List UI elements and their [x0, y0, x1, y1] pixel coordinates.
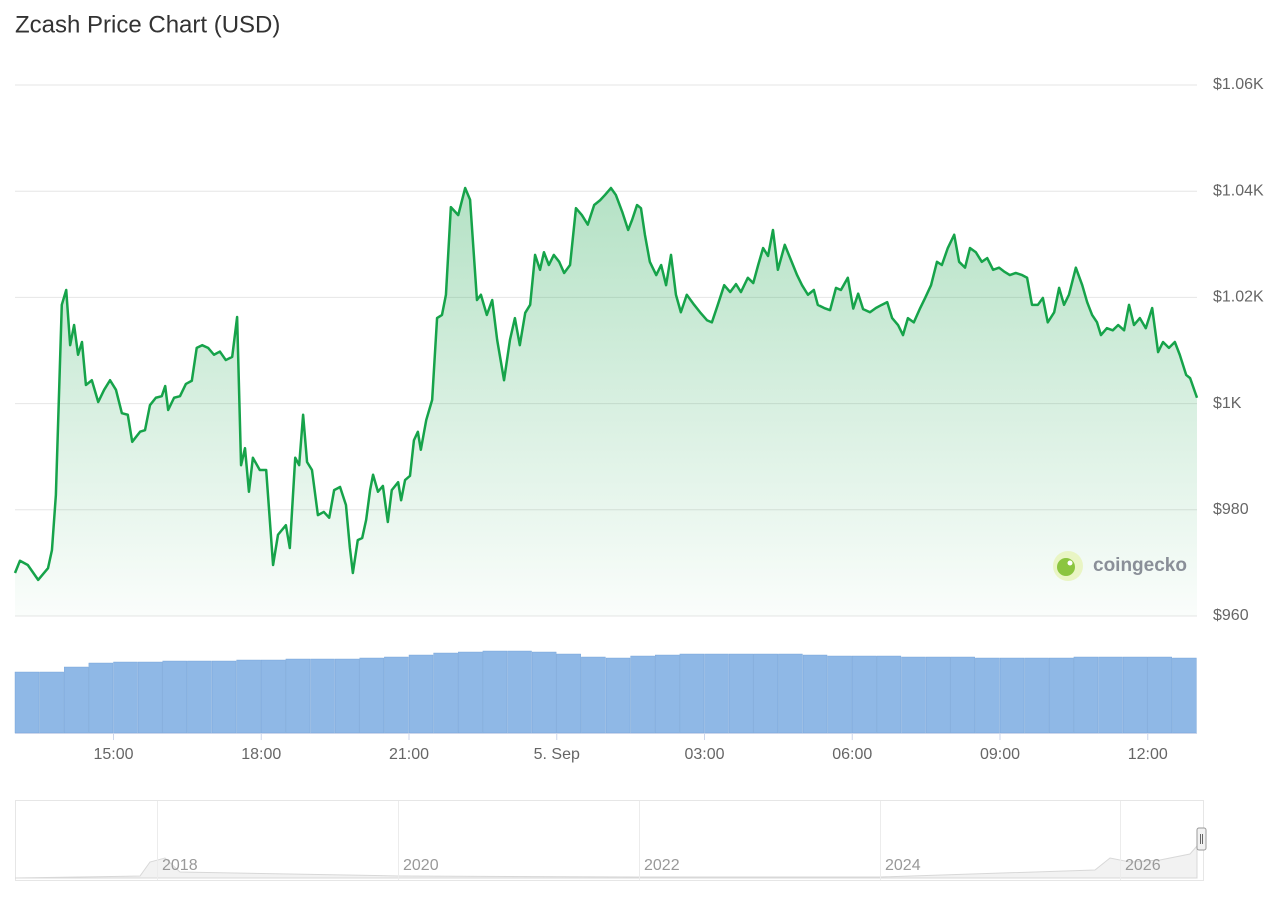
volume-bar	[187, 660, 212, 734]
x-tick-label: 18:00	[241, 746, 281, 763]
volume-bar	[704, 653, 729, 734]
volume-bar	[384, 656, 409, 734]
volume-bar	[137, 661, 163, 734]
y-tick-label: $1.06K	[1213, 76, 1264, 93]
volume-bar	[605, 657, 631, 734]
chart-title: Zcash Price Chart (USD)	[15, 11, 280, 38]
volume-bar	[753, 653, 778, 734]
volume-bar	[334, 658, 360, 734]
x-tick-label: 15:00	[93, 746, 133, 763]
navigator-label: 2018	[162, 857, 198, 874]
volume-bar	[408, 654, 434, 734]
watermark: coingecko	[1053, 551, 1187, 581]
volume-bar	[211, 660, 237, 734]
y-tick-label: $960	[1213, 607, 1249, 624]
volume-bar	[359, 657, 384, 734]
watermark-logo	[1067, 560, 1073, 566]
volume-bar	[531, 651, 557, 734]
volume-bar	[852, 655, 877, 734]
volume-bar	[1122, 656, 1148, 734]
y-tick-label: $980	[1213, 501, 1249, 518]
watermark-logo	[1057, 558, 1075, 576]
volume-bar	[261, 659, 286, 734]
volume-bar	[88, 662, 114, 734]
x-tick-label: 5. Sep	[534, 746, 580, 763]
price-area	[15, 188, 1197, 616]
volume-bar	[655, 654, 680, 734]
volume-bar	[925, 656, 951, 734]
navigator-handle[interactable]	[1196, 827, 1207, 851]
x-tick-label: 03:00	[684, 746, 724, 763]
volume-bar	[556, 653, 581, 734]
price-line	[13, 186, 1199, 582]
navigator: 2018 2020 2022 2024 2026	[14, 800, 1207, 881]
volume-bar	[876, 655, 902, 734]
volume-bar	[1024, 657, 1049, 734]
volume-bar	[827, 655, 852, 734]
volume-bar	[1172, 657, 1197, 734]
y-tick-label: $1.04K	[1213, 182, 1264, 199]
volume-bar	[901, 656, 926, 734]
volume-bar	[433, 652, 458, 734]
volume-bar	[1147, 656, 1172, 734]
x-tick-label: 21:00	[389, 746, 429, 763]
navigator-label: 2022	[644, 857, 680, 874]
volume-bar	[162, 660, 187, 734]
volume-bar	[285, 658, 311, 734]
volume-bar	[975, 657, 1000, 734]
watermark-text: coingecko	[1093, 555, 1187, 576]
volume-bar	[679, 653, 705, 734]
volume-bar	[581, 656, 606, 734]
volume-bar	[1098, 656, 1123, 734]
navigator-label: 2020	[403, 857, 439, 874]
x-tick-label: 12:00	[1128, 746, 1168, 763]
navigator-label: 2026	[1125, 857, 1161, 874]
volume-bar	[950, 656, 975, 734]
volume-bar	[999, 657, 1025, 734]
volume-bar	[310, 658, 335, 734]
navigator-label: 2024	[885, 857, 921, 874]
volume-bar	[236, 659, 261, 734]
volume-bar	[802, 654, 828, 734]
volume-bar	[113, 661, 138, 734]
volume-bar	[14, 671, 40, 734]
volume-bar	[39, 671, 64, 734]
volume-bar	[507, 650, 532, 734]
volume-bar	[778, 653, 803, 734]
y-tick-label: $1.02K	[1213, 289, 1264, 306]
volume-bar	[1073, 656, 1099, 734]
volume-bar	[482, 650, 508, 734]
volume-bar	[630, 655, 655, 734]
volume-bar	[728, 653, 754, 734]
y-tick-label: $1K	[1213, 395, 1242, 412]
x-tick-label: 09:00	[980, 746, 1020, 763]
volume-bar	[458, 651, 483, 734]
volume-bar	[64, 666, 89, 734]
volume-bar	[1049, 657, 1074, 734]
x-tick-label: 06:00	[832, 746, 872, 763]
